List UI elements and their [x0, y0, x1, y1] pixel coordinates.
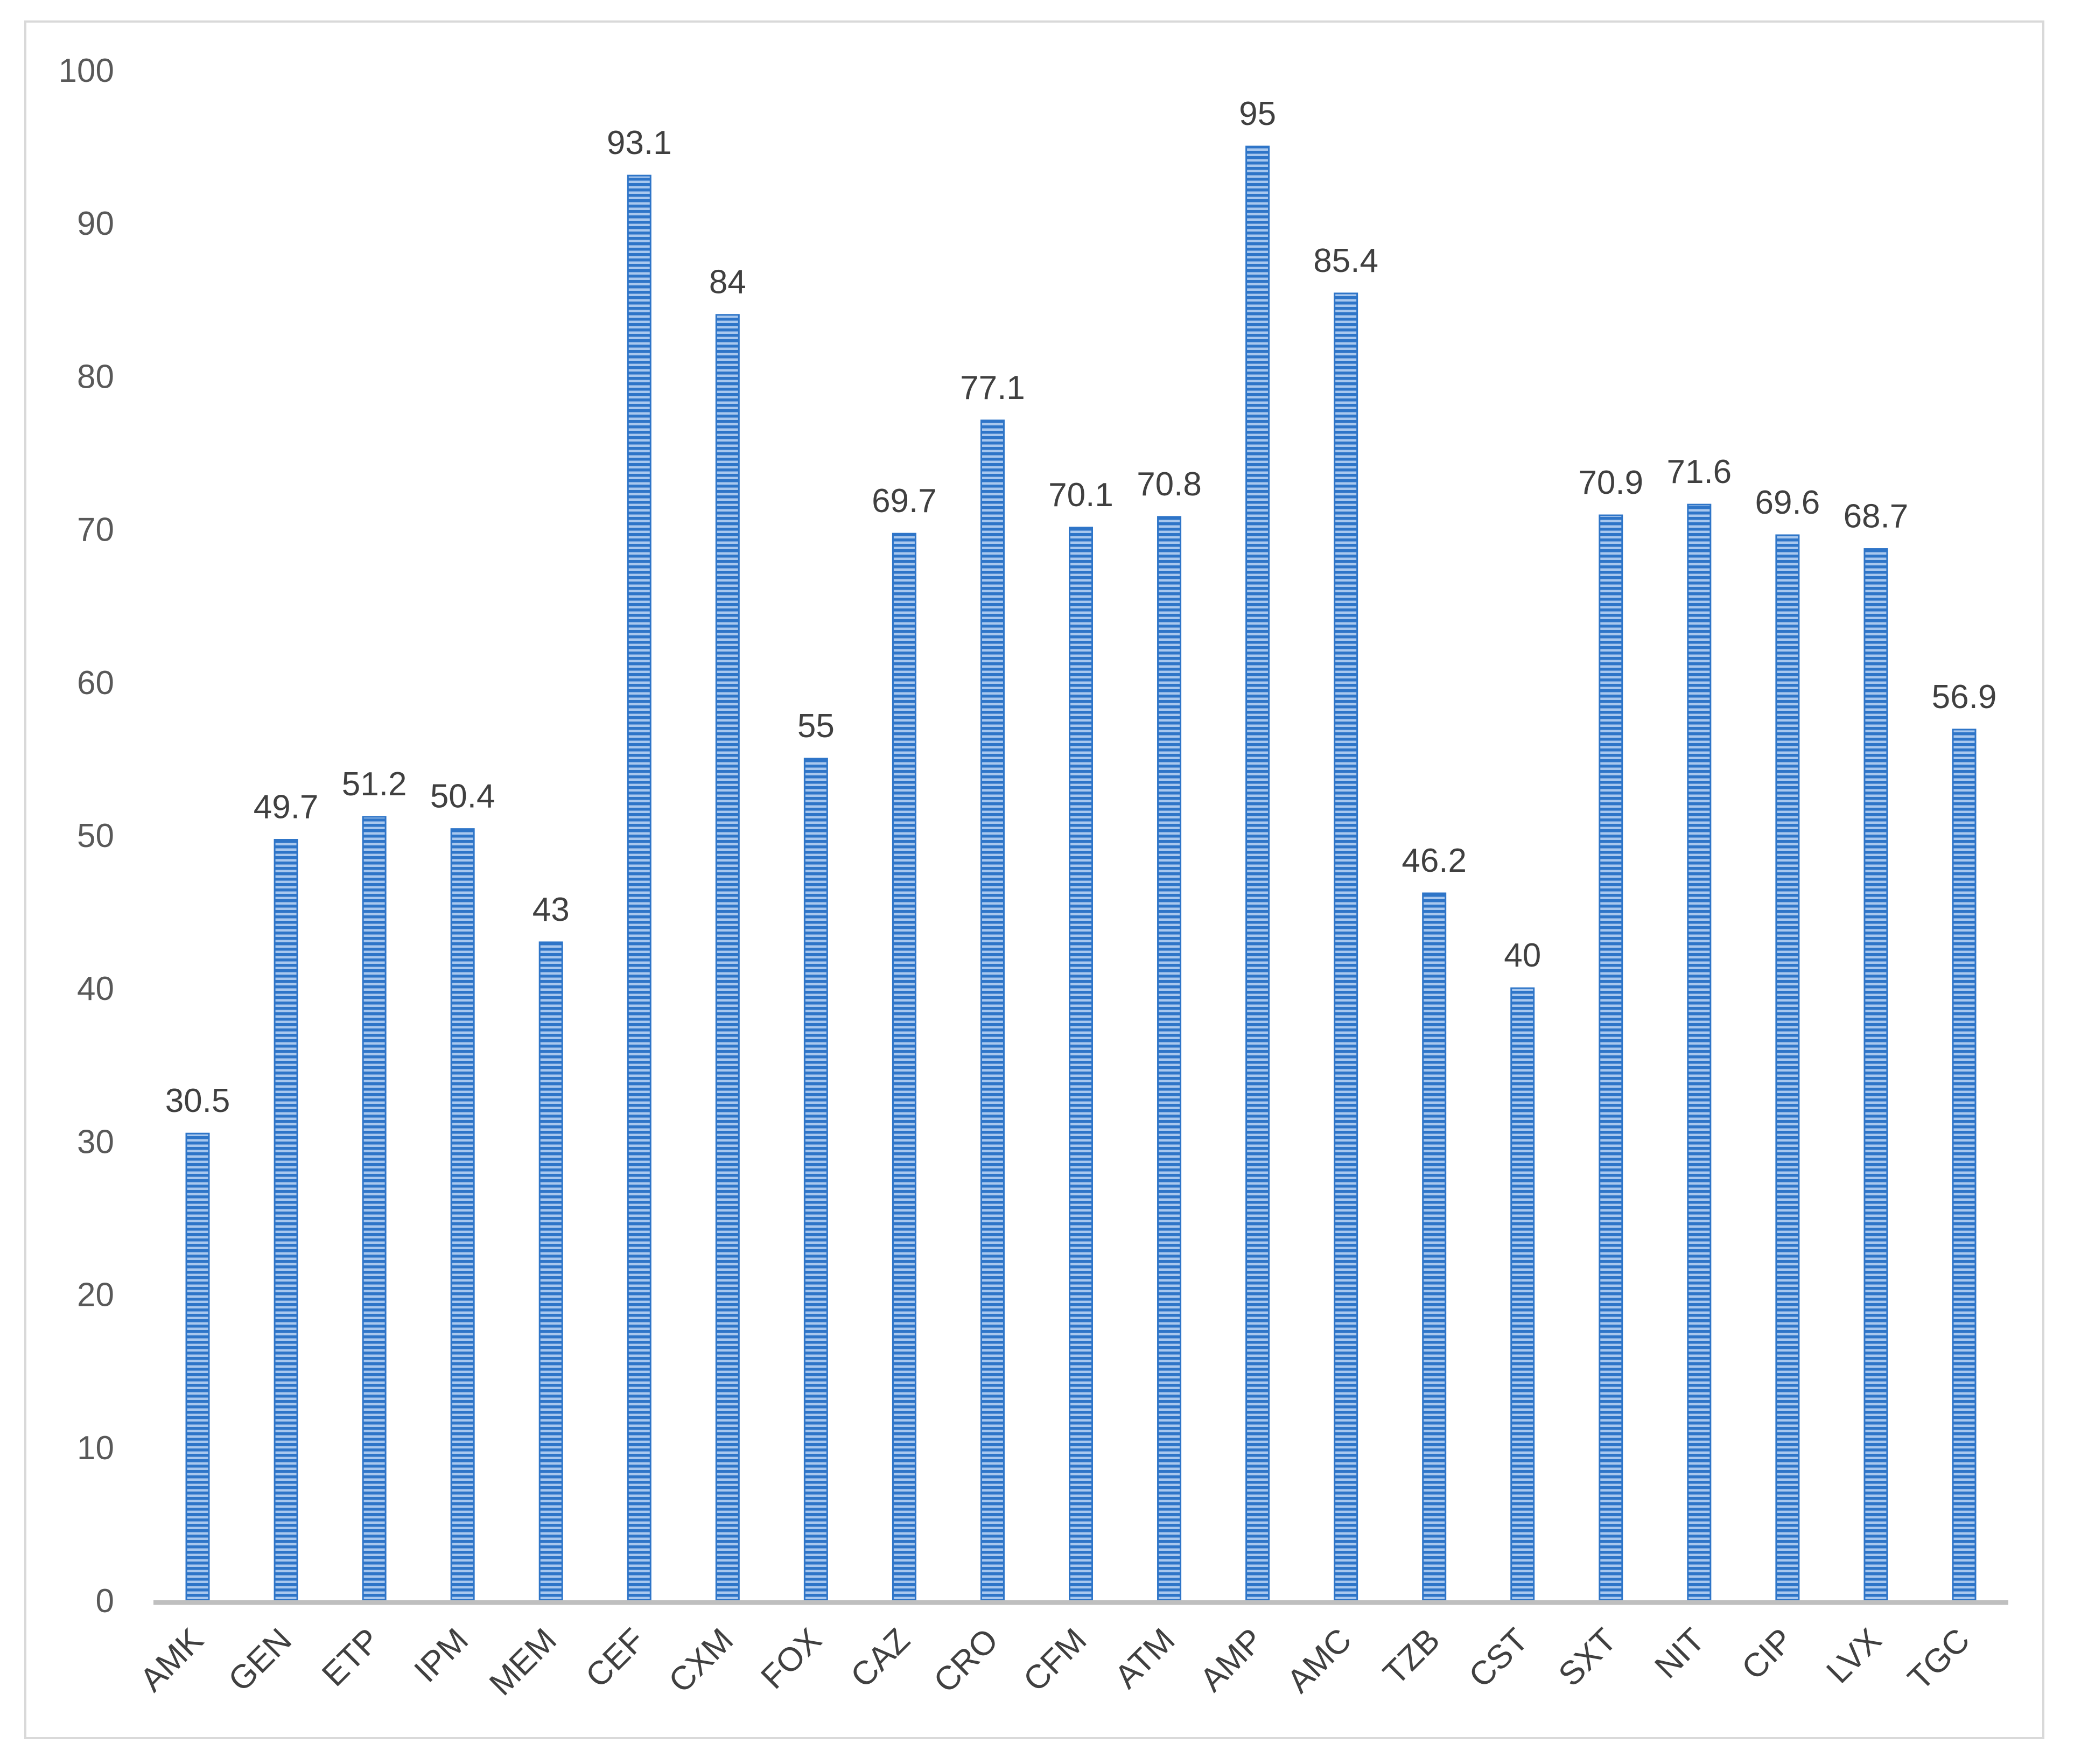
x-axis-category-labels: AMK GEN ETP IPM MEM CEF CXM FOX CAZ CRO CFM ATM AMP A…	[133, 1621, 1977, 1703]
x-category-label: CXM	[662, 1621, 740, 1700]
data-label: 68.7	[1844, 498, 1909, 535]
x-category-label: GEN	[221, 1621, 299, 1699]
bar	[1334, 292, 1358, 1601]
x-category-label: NIT	[1648, 1621, 1712, 1685]
data-label: 46.2	[1402, 842, 1467, 879]
y-tick-label: 10	[77, 1430, 114, 1467]
x-category-label: TZB	[1376, 1621, 1447, 1692]
data-label: 50.4	[430, 778, 495, 815]
chart-frame	[24, 20, 2044, 1739]
bar	[1422, 892, 1447, 1601]
x-category-label: CEF	[579, 1621, 652, 1695]
bar	[1510, 987, 1535, 1601]
data-label: 51.2	[342, 766, 407, 803]
y-tick-label: 40	[77, 970, 114, 1007]
bar	[627, 174, 651, 1601]
x-category-label: CAZ	[844, 1621, 917, 1695]
bar	[1863, 548, 1888, 1601]
x-category-label: LVX	[1819, 1621, 1888, 1690]
y-tick-label: 100	[59, 52, 114, 89]
bar	[1599, 514, 1623, 1601]
bar	[1245, 145, 1270, 1601]
data-label: 93.1	[607, 124, 672, 162]
bar	[1775, 534, 1800, 1601]
y-tick-label: 70	[77, 512, 114, 549]
bar	[185, 1132, 210, 1601]
data-label: 70.9	[1578, 464, 1643, 501]
data-label: 69.7	[872, 482, 937, 520]
data-label: 69.6	[1755, 484, 1820, 521]
data-label: 85.4	[1313, 242, 1378, 279]
x-category-label: AMP	[1193, 1621, 1271, 1699]
data-label: 55	[797, 708, 835, 745]
x-category-label: CFM	[1017, 1621, 1094, 1699]
bar	[274, 839, 298, 1601]
x-category-label: FOX	[754, 1621, 829, 1696]
data-label: 49.7	[254, 789, 319, 826]
y-tick-label: 90	[77, 205, 114, 242]
bar	[1687, 503, 1712, 1601]
y-tick-label: 50	[77, 817, 114, 855]
data-label: 95	[1239, 95, 1276, 132]
bar	[1069, 527, 1093, 1601]
data-label: 30.5	[165, 1082, 230, 1119]
y-tick-label: 20	[77, 1277, 114, 1314]
bar	[1952, 729, 1977, 1601]
data-label: 84	[709, 264, 746, 301]
x-category-label: AMC	[1280, 1621, 1358, 1700]
x-category-label: ATM	[1108, 1621, 1182, 1696]
y-tick-label: 80	[77, 358, 114, 395]
data-label: 43	[532, 891, 570, 928]
data-label: 71.6	[1666, 453, 1732, 491]
bar	[450, 828, 475, 1601]
bar	[892, 533, 916, 1601]
data-label: 70.8	[1137, 466, 1202, 503]
x-category-label: MEM	[482, 1621, 564, 1703]
bar	[715, 314, 740, 1601]
data-label: 77.1	[960, 369, 1025, 407]
bar	[362, 816, 387, 1601]
x-category-label: ETP	[315, 1621, 387, 1693]
data-label: 40	[1504, 937, 1541, 974]
bar	[803, 758, 828, 1601]
x-category-label: CRO	[927, 1621, 1005, 1700]
y-tick-label: 0	[96, 1583, 114, 1620]
data-label: 70.1	[1048, 477, 1113, 514]
bar-series	[185, 145, 1977, 1601]
y-tick-label: 30	[77, 1123, 114, 1160]
data-labels: 30.5 49.7 51.2 50.4 43 93.1 84 55 69.7 77.1 70.1 70…	[165, 95, 1997, 1119]
x-category-label: CIP	[1735, 1621, 1800, 1687]
x-category-label: CST	[1462, 1621, 1535, 1695]
y-axis-ticks: 0 10 20 30 40 50 60 70 80 90 100	[59, 52, 114, 1620]
y-tick-label: 60	[77, 664, 114, 702]
x-category-label: IPM	[407, 1621, 475, 1690]
x-category-label: AMK	[133, 1621, 211, 1699]
x-category-label: SXT	[1552, 1621, 1624, 1693]
bar	[538, 941, 563, 1601]
x-category-label: TGC	[1901, 1621, 1977, 1697]
bar	[1157, 516, 1182, 1601]
data-label: 56.9	[1932, 678, 1997, 716]
bar	[980, 419, 1005, 1601]
